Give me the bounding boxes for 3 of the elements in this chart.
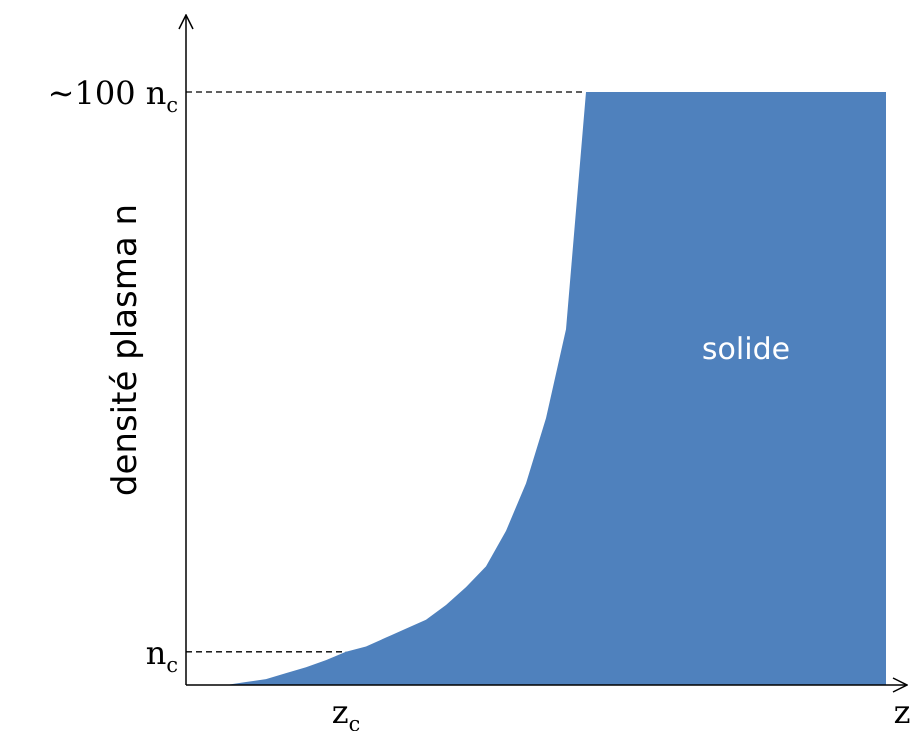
x-axis-title: z (894, 693, 910, 731)
y-axis-title: densité plasma n (105, 204, 145, 496)
annotation: solide (702, 332, 790, 367)
